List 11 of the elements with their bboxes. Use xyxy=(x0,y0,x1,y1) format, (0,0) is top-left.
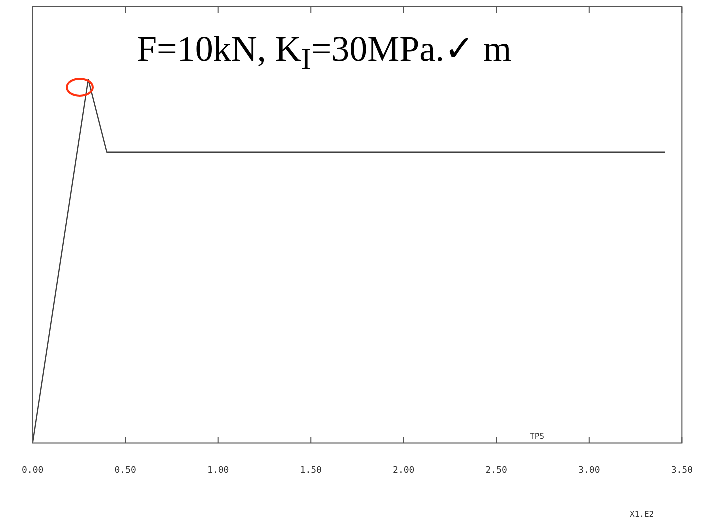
x-tick-label: 2.00 xyxy=(393,466,415,476)
x-tick-label: 0.00 xyxy=(22,466,44,476)
x-tick-label: 1.50 xyxy=(300,466,322,476)
x-tick-label: 2.50 xyxy=(486,466,508,476)
x-axis-title: X1.E2 xyxy=(630,510,654,519)
x-tick-label: 0.50 xyxy=(114,466,136,476)
chart-title: F=10kN, K$_{I}$=30MPa.✓ m xyxy=(137,28,512,78)
x-tick-label: 1.00 xyxy=(208,466,230,476)
x-tick-label: 3.50 xyxy=(671,466,694,476)
annotation: TPS xyxy=(530,432,544,441)
x-tick-label: 3.00 xyxy=(578,466,600,476)
